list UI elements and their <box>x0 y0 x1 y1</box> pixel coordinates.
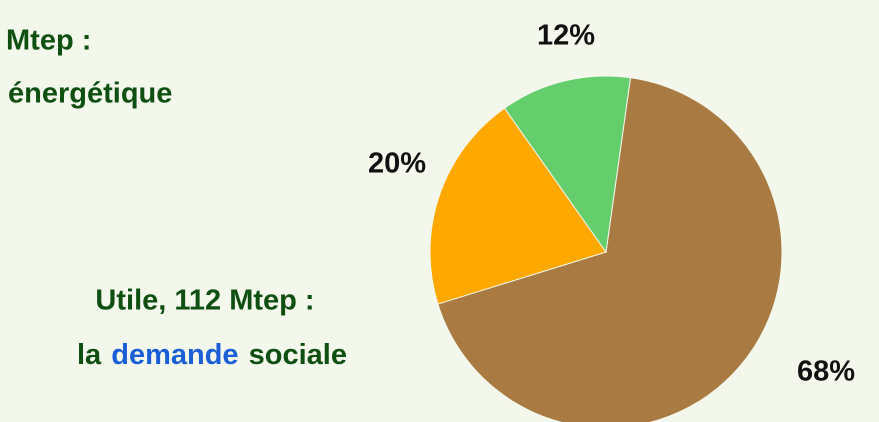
caption-word: sociale <box>249 339 347 371</box>
value-label: 68% <box>797 356 855 388</box>
annotation: énergétique <box>8 78 172 110</box>
pie-slice <box>429 107 607 305</box>
annotation: Utile, 112 Mtep : <box>95 285 314 317</box>
caption: la demande sociale <box>77 339 347 371</box>
caption-word: la <box>77 339 102 371</box>
value-label: 20% <box>368 148 426 180</box>
pie-slice <box>503 75 632 254</box>
pie-slice <box>437 77 783 422</box>
caption-word: demande <box>111 339 238 371</box>
value-label: 12% <box>537 20 595 52</box>
annotation: Mtep : <box>6 25 91 57</box>
